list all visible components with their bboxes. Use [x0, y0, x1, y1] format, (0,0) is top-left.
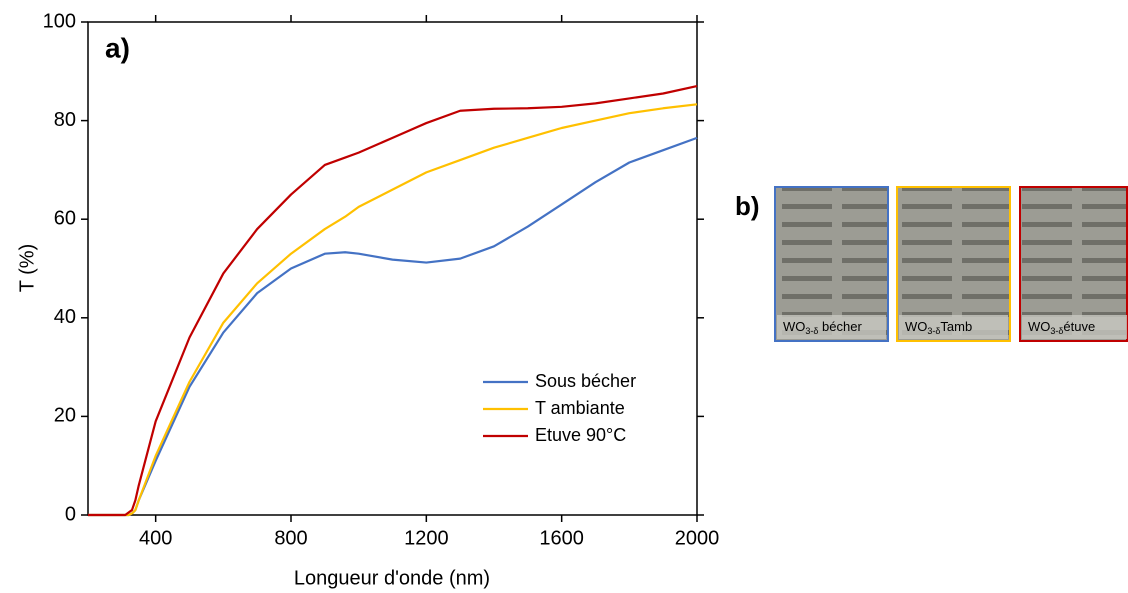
y-axis-title: T (%) [16, 244, 38, 293]
caption-subscript: 3-δ [1050, 326, 1063, 336]
photo-caption-bg [777, 315, 886, 339]
caption-text: étuve [1063, 319, 1095, 334]
caption-formula: WO [1028, 319, 1050, 334]
caption-text: bécher [818, 319, 862, 334]
caption-subscript: 3-δ [927, 326, 940, 336]
y-tick-label: 80 [54, 109, 76, 131]
legend-label: T ambiante [535, 398, 625, 418]
data-line [88, 103, 698, 517]
panel-label: b) [735, 191, 760, 221]
caption-text: Tamb [940, 319, 972, 334]
photo-caption: WO3-δ bécher [783, 319, 862, 336]
legend-label: Etuve 90°C [535, 425, 626, 445]
legend-label: Sous bécher [535, 371, 636, 391]
photo-caption-bg [1022, 315, 1127, 339]
data-line [88, 136, 698, 517]
caption-formula: WO [783, 319, 805, 334]
caption-subscript: 3-δ [805, 326, 818, 336]
y-tick-label: 40 [54, 306, 76, 328]
photo-caption-bg [899, 315, 1008, 339]
x-tick-label: 800 [274, 527, 307, 549]
x-tick-label: 1600 [539, 527, 584, 549]
y-tick-label: 20 [54, 405, 76, 427]
y-tick-label: 60 [54, 207, 76, 229]
photo-caption: WO3-δTamb [905, 319, 972, 336]
data-line [88, 85, 698, 517]
photo-caption: WO3-δétuve [1028, 319, 1095, 336]
panel-label: a) [105, 32, 130, 63]
plot-frame [87, 21, 698, 516]
x-tick-label: 2000 [675, 527, 720, 549]
x-axis-title: Longueur d'onde (nm) [294, 567, 490, 589]
x-tick-label: 1200 [404, 527, 449, 549]
y-tick-label: 100 [43, 10, 76, 32]
caption-formula: WO [905, 319, 927, 334]
y-tick-label: 0 [65, 503, 76, 525]
x-tick-label: 400 [139, 527, 172, 549]
